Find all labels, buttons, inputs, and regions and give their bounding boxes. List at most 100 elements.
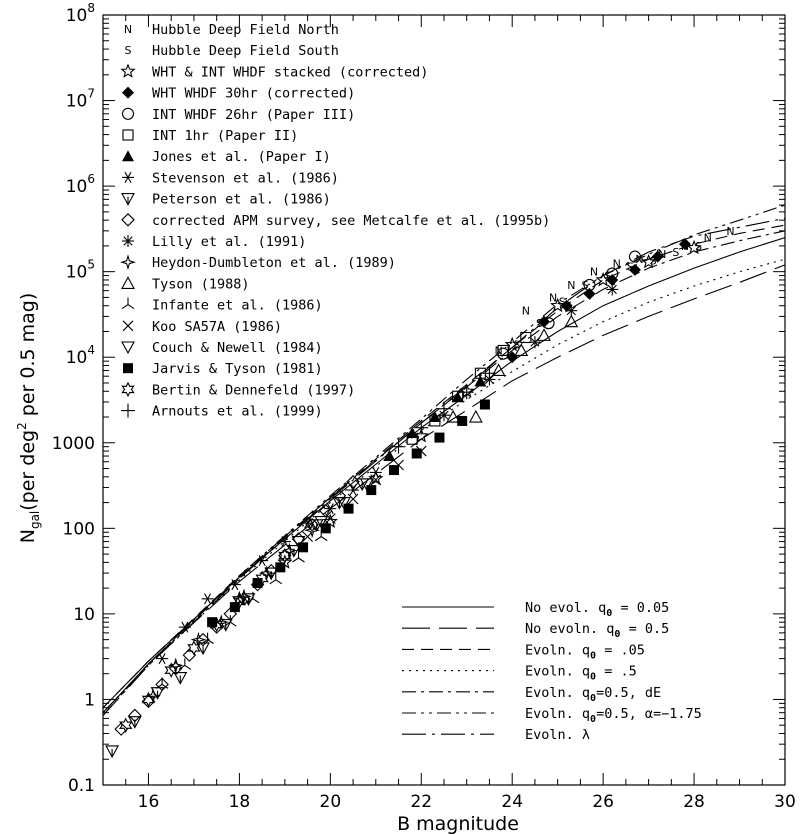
legend-label: WHT & INT WHDF stacked (corrected) <box>152 64 428 80</box>
data-point <box>359 478 374 492</box>
y-tick-label: 107 <box>66 87 95 112</box>
data-point <box>119 717 133 733</box>
y-axis-title-sub: gal <box>28 511 42 529</box>
legend-label: Infante et al. (1986) <box>152 298 323 314</box>
model-line-4 <box>102 230 786 714</box>
data-point <box>606 283 619 296</box>
data-point <box>275 562 286 573</box>
data-point: S <box>559 295 566 308</box>
data-point <box>298 542 309 553</box>
x-tick-label: 24 <box>501 792 523 812</box>
legend-label: Peterson et al. (1986) <box>152 192 331 208</box>
legend-marker <box>122 320 134 332</box>
data-point <box>255 570 269 587</box>
x-axis-title: B magnitude <box>397 813 519 835</box>
model-legend-label: Evoln. q0 = .5 <box>525 664 637 683</box>
legend-marker <box>121 381 135 398</box>
data-point <box>190 631 207 648</box>
data-point <box>224 615 237 627</box>
x-tick-label: 18 <box>229 792 251 812</box>
data-point <box>468 409 483 423</box>
data-point <box>583 287 596 300</box>
data-point <box>128 708 142 723</box>
data-point: S <box>672 246 679 259</box>
data-point: S <box>513 339 520 352</box>
data-point <box>252 577 263 588</box>
data-point <box>406 427 419 439</box>
series-16 <box>207 399 490 628</box>
data-point <box>479 399 490 410</box>
model-legend: No evol. q0 = 0.05 No evoln. q0 = 0.5 Evol… <box>402 600 702 743</box>
data-point <box>537 328 551 341</box>
model-line-6 <box>102 217 786 716</box>
y-axis-title-rest: (per deg <box>17 430 39 511</box>
data-point <box>411 448 422 459</box>
data-point <box>114 722 128 736</box>
data-point <box>304 522 321 539</box>
y-tick-label: 106 <box>66 172 95 197</box>
model-legend-label: Evoln. q0=0.5, dE <box>525 685 661 704</box>
data-point <box>320 523 331 534</box>
data-point <box>651 250 664 263</box>
legend-marker <box>120 63 136 78</box>
svg-text:N: N <box>704 232 712 245</box>
data-point <box>474 375 487 387</box>
data-point <box>388 465 399 476</box>
data-point <box>105 745 120 759</box>
model-line-5 <box>102 204 786 716</box>
data-point <box>595 271 611 287</box>
data-point <box>229 602 240 613</box>
legend-label: INT 1hr (Paper II) <box>152 128 298 144</box>
data-point: N <box>549 291 557 304</box>
series-13 <box>155 529 328 689</box>
data-point: N <box>522 305 530 318</box>
data-point <box>173 672 188 685</box>
data-point: S <box>695 240 702 253</box>
legend-marker <box>121 276 135 289</box>
legend-label: INT WHDF 26hr (Paper III) <box>152 107 355 123</box>
model-layer <box>102 204 786 716</box>
legend-marker <box>122 171 134 183</box>
x-tick-label: 16 <box>138 792 160 812</box>
series-7 <box>156 466 382 665</box>
legend-marker <box>121 341 135 355</box>
data-point <box>565 304 578 317</box>
model-line-1 <box>102 264 786 714</box>
legend-label: Arnouts et al. (1999) <box>152 404 323 420</box>
y-tick-label: 104 <box>66 343 95 368</box>
legend-label: Couch & Newell (1984) <box>152 340 323 356</box>
axes: 16 18 20 22 24 26 28 30 0.1 1 10 100 1000 104 105 106 10… <box>52 1 796 812</box>
data-point <box>550 297 566 313</box>
x-tick-label: 22 <box>410 792 432 812</box>
data-point <box>368 470 384 486</box>
series-3 <box>506 238 691 364</box>
legend-marker <box>120 254 136 271</box>
data-point <box>178 658 192 670</box>
svg-text:S: S <box>513 339 520 352</box>
y-tick-label: 105 <box>66 258 95 283</box>
legend-marker <box>122 235 134 247</box>
data-point <box>201 632 214 645</box>
data-point <box>434 432 445 443</box>
data-point: N <box>704 232 712 245</box>
legend-marker <box>122 129 134 141</box>
data-point <box>520 331 532 344</box>
svg-text:S: S <box>672 246 679 259</box>
y-axis-title-sup: 2 <box>15 422 29 430</box>
data-point <box>155 677 169 692</box>
legend-marker <box>122 150 134 162</box>
legend-marker <box>122 86 134 99</box>
legend-label: Koo SA57A (1986) <box>152 319 282 335</box>
model-legend-label: Evoln. q0 = .05 <box>525 642 645 661</box>
data-point <box>678 238 691 251</box>
data-point <box>187 640 201 656</box>
data-point <box>324 513 336 524</box>
svg-text:S: S <box>695 240 702 253</box>
data-point: N <box>726 225 734 238</box>
legend-marker <box>121 297 135 310</box>
svg-text:N: N <box>726 225 734 238</box>
data-point: N <box>590 266 598 279</box>
data-point <box>291 536 306 549</box>
data-point <box>155 677 169 689</box>
model-legend-label: No evoln. q0 = 0.5 <box>525 621 669 640</box>
